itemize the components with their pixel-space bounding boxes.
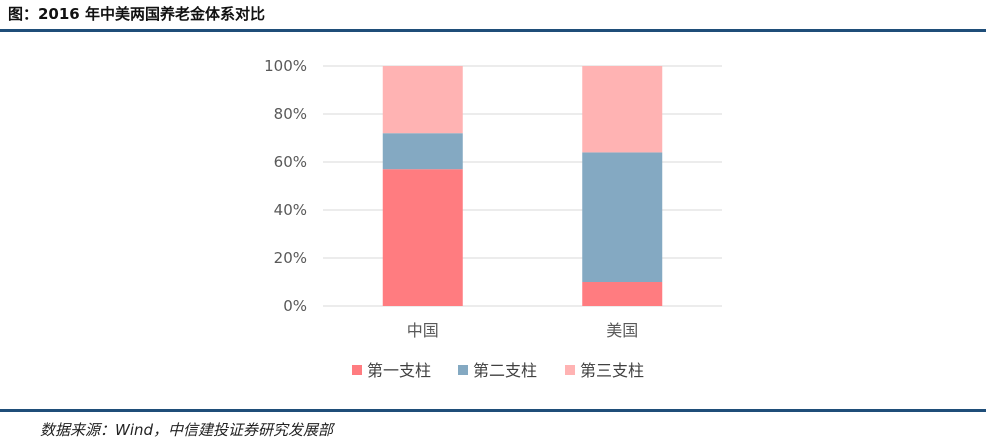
header-rule [0, 29, 986, 32]
bar-segment [582, 66, 663, 153]
y-tick-label: 40% [274, 201, 307, 219]
x-category-label: 美国 [606, 321, 638, 340]
y-tick-label: 20% [274, 249, 307, 267]
x-axis-categories: 中国 美国 [407, 321, 639, 340]
legend-label: 第一支柱 [367, 361, 431, 380]
y-tick-label: 60% [274, 153, 307, 171]
y-tick-label: 100% [264, 57, 307, 75]
legend-label: 第二支柱 [473, 361, 537, 380]
bar-segment [382, 133, 463, 170]
bar-segment [382, 66, 463, 134]
bar-segment [582, 152, 663, 282]
legend-swatch [458, 365, 468, 375]
legend-swatch [352, 365, 362, 375]
source-note: 数据来源：Wind，中信建投证券研究发展部 [40, 421, 334, 439]
y-axis-ticks: 0% 20% 40% 60% 80% 100% [264, 57, 307, 315]
footer-rule [0, 409, 986, 412]
y-tick-label: 80% [274, 105, 307, 123]
x-category-label: 中国 [407, 321, 439, 340]
bars [382, 66, 663, 306]
legend-swatch [565, 365, 575, 375]
figure-title: 图：2016 年中美两国养老金体系对比 [8, 5, 265, 23]
bar-segment [382, 169, 463, 306]
bar-segment [582, 282, 663, 306]
legend-label: 第三支柱 [580, 361, 644, 380]
legend: 第一支柱 第二支柱 第三支柱 [352, 361, 644, 380]
y-tick-label: 0% [283, 297, 307, 315]
